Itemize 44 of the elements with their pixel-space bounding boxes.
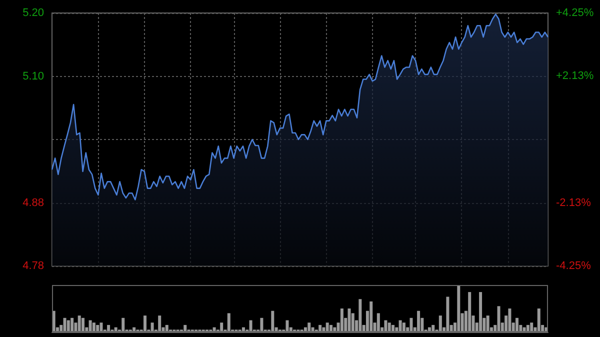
bar [446,296,450,332]
y-tick-label: 5.10 [22,70,44,82]
bar [122,318,125,332]
y-tick-label: 4.78 [22,260,44,272]
bar [92,322,96,332]
bar [308,322,311,332]
bar [340,308,344,332]
bar [468,292,472,332]
y2-tick-label: -2.13% [556,196,592,209]
bar [376,313,380,332]
bar [220,322,224,332]
bar [78,316,81,332]
bar [410,318,413,332]
bar [260,318,264,332]
bar [227,313,230,332]
bar [457,285,460,332]
bar [150,322,154,332]
bar [348,308,351,332]
bar [402,322,406,332]
bar [82,318,84,332]
bar [497,306,500,332]
bar [388,322,391,332]
bar [271,310,274,332]
bar [144,316,146,332]
bar [479,292,482,332]
bar [530,322,534,332]
bar [63,318,66,332]
bar [358,299,362,332]
bar [537,308,540,332]
y2-tick-label: +2.13% [556,70,594,82]
bar [417,310,420,332]
bar [100,322,103,332]
y-tick-label: 4.88 [22,196,44,209]
bar [516,318,518,332]
bar [158,316,162,332]
y2-tick-label: -4.25% [556,260,592,272]
bar [438,316,442,332]
bar [486,316,490,332]
y2-tick-label: +4.25% [556,7,594,19]
bar [370,301,373,332]
bar [508,308,512,332]
bar [70,318,74,332]
bar [326,322,329,332]
y-tick-label: 5.20 [22,7,44,19]
